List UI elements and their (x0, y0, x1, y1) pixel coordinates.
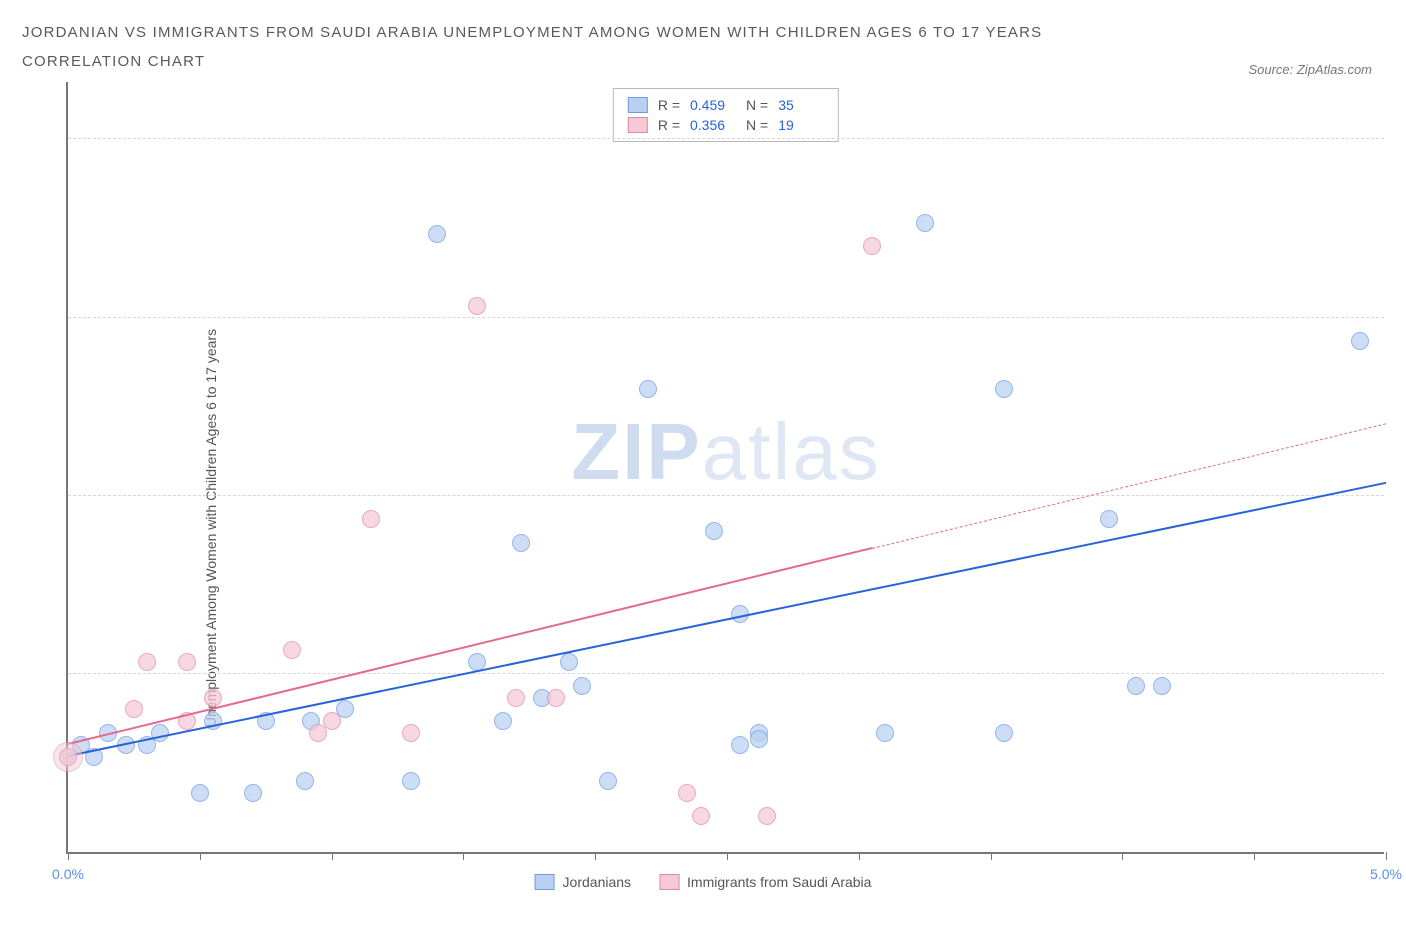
gridline (68, 495, 1384, 496)
stats-legend: R = 0.459N = 35R = 0.356N = 19 (613, 88, 839, 142)
x-tick (463, 852, 464, 860)
data-point-jordanians (296, 772, 314, 790)
data-point-jordanians (750, 730, 768, 748)
y-tick-label: 60.0% (1394, 115, 1406, 131)
x-tick (1254, 852, 1255, 860)
title-line-1: JORDANIAN VS IMMIGRANTS FROM SAUDI ARABI… (22, 18, 1384, 47)
x-tick (200, 852, 201, 860)
data-point-saudi (863, 237, 881, 255)
data-point-jordanians (705, 522, 723, 540)
x-tick-label: 5.0% (1370, 866, 1402, 882)
data-point-jordanians (995, 724, 1013, 742)
title-line-2: CORRELATION CHART (22, 47, 1384, 76)
data-point-jordanians (1351, 332, 1369, 350)
x-tick (1386, 852, 1387, 860)
data-point-jordanians (1153, 677, 1171, 695)
plot-area: ZIPatlas R = 0.459N = 35R = 0.356N = 19 … (66, 82, 1384, 854)
data-point-saudi (138, 653, 156, 671)
data-point-jordanians (512, 534, 530, 552)
data-point-jordanians (995, 380, 1013, 398)
x-tick (68, 852, 69, 860)
data-point-saudi (125, 700, 143, 718)
data-point-saudi (178, 653, 196, 671)
y-tick-label: 15.0% (1394, 650, 1406, 666)
x-tick-label: 0.0% (52, 866, 84, 882)
data-point-jordanians (731, 736, 749, 754)
x-tick (332, 852, 333, 860)
data-point-jordanians (599, 772, 617, 790)
stats-row-saudi: R = 0.356N = 19 (628, 115, 824, 135)
data-point-jordanians (639, 380, 657, 398)
trend-line (68, 482, 1386, 757)
trend-line (68, 547, 872, 745)
stats-row-jordanians: R = 0.459N = 35 (628, 95, 824, 115)
gridline (68, 317, 1384, 318)
legend-item-saudi: Immigrants from Saudi Arabia (659, 874, 871, 890)
x-tick (1122, 852, 1123, 860)
data-point-saudi (362, 510, 380, 528)
x-tick (727, 852, 728, 860)
data-point-saudi (507, 689, 525, 707)
gridline (68, 673, 1384, 674)
data-point-jordanians (402, 772, 420, 790)
legend-item-jordanians: Jordanians (535, 874, 632, 890)
x-tick (595, 852, 596, 860)
data-point-jordanians (191, 784, 209, 802)
data-point-jordanians (916, 214, 934, 232)
data-point-jordanians (494, 712, 512, 730)
series-legend: Jordanians Immigrants from Saudi Arabia (535, 874, 872, 890)
data-point-jordanians (1127, 677, 1145, 695)
data-point-cluster (53, 742, 83, 772)
data-point-saudi (692, 807, 710, 825)
trend-line (872, 423, 1386, 549)
gridline (68, 138, 1384, 139)
data-point-saudi (547, 689, 565, 707)
data-point-saudi (283, 641, 301, 659)
x-tick (991, 852, 992, 860)
data-point-saudi (204, 689, 222, 707)
watermark: ZIPatlas (571, 406, 880, 498)
y-tick-label: 30.0% (1394, 472, 1406, 488)
y-tick-label: 45.0% (1394, 294, 1406, 310)
source-label: Source: ZipAtlas.com (1248, 62, 1372, 77)
data-point-jordanians (1100, 510, 1118, 528)
data-point-jordanians (428, 225, 446, 243)
data-point-saudi (323, 712, 341, 730)
data-point-jordanians (560, 653, 578, 671)
data-point-saudi (678, 784, 696, 802)
data-point-jordanians (876, 724, 894, 742)
data-point-jordanians (244, 784, 262, 802)
x-tick (859, 852, 860, 860)
data-point-jordanians (573, 677, 591, 695)
data-point-saudi (758, 807, 776, 825)
data-point-saudi (402, 724, 420, 742)
correlation-chart: Unemployment Among Women with Children A… (22, 82, 1384, 892)
data-point-jordanians (151, 724, 169, 742)
data-point-saudi (468, 297, 486, 315)
